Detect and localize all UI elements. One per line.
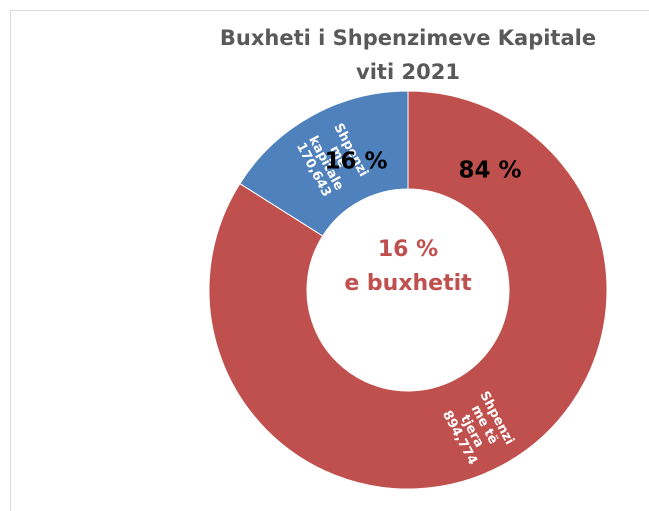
percent-label: 84 % <box>458 158 521 184</box>
percent-label: 16 % <box>324 149 387 175</box>
donut-slice <box>239 90 409 237</box>
chart-title: Buxheti i Shpenzimeve Kapitale <box>220 26 596 50</box>
center-label: 16 % <box>378 237 438 262</box>
chart-frame <box>10 10 649 511</box>
donut-slice <box>208 90 608 490</box>
center-label: e buxhetit <box>344 271 472 296</box>
chart-title: viti 2021 <box>356 60 460 84</box>
